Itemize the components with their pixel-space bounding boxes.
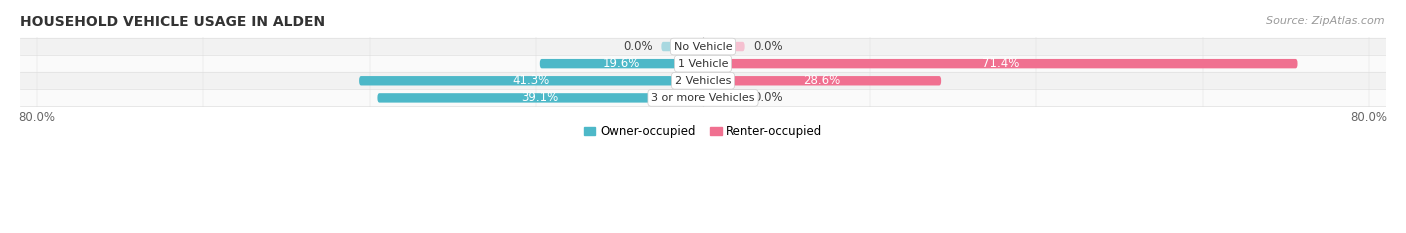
Text: 39.1%: 39.1% <box>522 91 558 104</box>
Bar <box>20 55 1386 72</box>
Bar <box>20 38 1386 55</box>
Text: 71.4%: 71.4% <box>981 57 1019 70</box>
FancyBboxPatch shape <box>540 59 703 68</box>
FancyBboxPatch shape <box>661 42 703 51</box>
Text: No Vehicle: No Vehicle <box>673 41 733 51</box>
FancyBboxPatch shape <box>377 93 703 103</box>
Text: 1 Vehicle: 1 Vehicle <box>678 59 728 69</box>
Text: 0.0%: 0.0% <box>623 40 652 53</box>
Text: 3 or more Vehicles: 3 or more Vehicles <box>651 93 755 103</box>
Text: 0.0%: 0.0% <box>754 40 783 53</box>
Text: Source: ZipAtlas.com: Source: ZipAtlas.com <box>1267 16 1385 26</box>
FancyBboxPatch shape <box>703 59 1298 68</box>
FancyBboxPatch shape <box>703 93 745 103</box>
FancyBboxPatch shape <box>703 42 745 51</box>
FancyBboxPatch shape <box>359 76 703 86</box>
Text: 41.3%: 41.3% <box>512 74 550 87</box>
Text: 28.6%: 28.6% <box>803 74 841 87</box>
FancyBboxPatch shape <box>703 76 941 86</box>
Text: HOUSEHOLD VEHICLE USAGE IN ALDEN: HOUSEHOLD VEHICLE USAGE IN ALDEN <box>20 15 325 29</box>
Text: 19.6%: 19.6% <box>603 57 640 70</box>
Bar <box>20 89 1386 106</box>
Text: 0.0%: 0.0% <box>754 91 783 104</box>
Text: 2 Vehicles: 2 Vehicles <box>675 76 731 86</box>
Bar <box>20 72 1386 89</box>
Legend: Owner-occupied, Renter-occupied: Owner-occupied, Renter-occupied <box>583 125 823 138</box>
